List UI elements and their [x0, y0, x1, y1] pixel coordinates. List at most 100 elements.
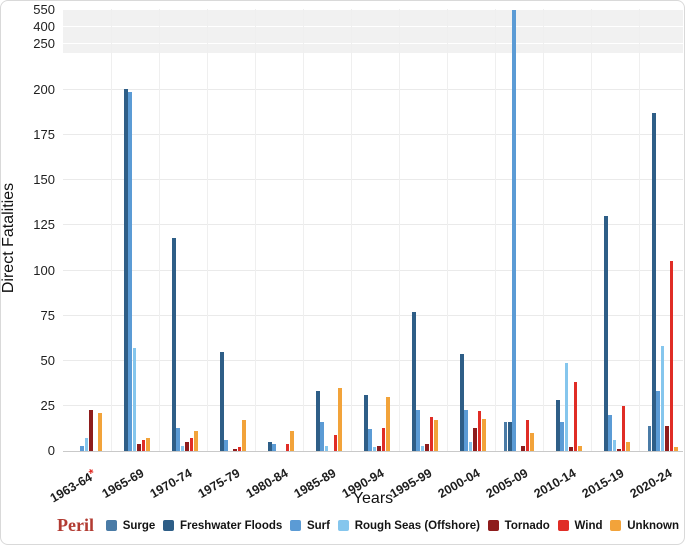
gridline-y-25 — [63, 404, 683, 406]
plot-area — [63, 9, 683, 452]
legend-item-unknown: Unknown — [610, 520, 679, 532]
bar-unknown-1985-89 — [338, 387, 342, 451]
asterisk-marker: * — [86, 466, 98, 481]
bar-tornado-2000-04 — [473, 427, 477, 451]
gridline-x — [447, 9, 448, 451]
gridline-x — [495, 9, 496, 451]
bar-wind-2020-24 — [669, 261, 674, 451]
y-tick-label-25: 25 — [40, 397, 55, 413]
bar-surf-2005-09 — [512, 10, 516, 451]
legend-swatch-icon — [337, 520, 349, 531]
bar-freshwater-floods-2010-14 — [556, 400, 560, 451]
legend-label: Surf — [306, 519, 330, 532]
legend-item-rough-seas-offshore: Rough Seas (Offshore) — [337, 520, 480, 532]
legend-item-wind: Wind — [557, 520, 603, 532]
bar-tornado-1995-99 — [425, 443, 429, 451]
y-tick-label-50: 50 — [40, 352, 55, 368]
legend-title: Peril — [57, 515, 94, 535]
gridline-x — [303, 9, 304, 451]
bar-surf-1965-69 — [128, 91, 132, 451]
bar-tornado-1963-64 — [89, 409, 93, 451]
bar-unknown-2000-04 — [482, 418, 486, 451]
gridline-x — [351, 9, 352, 451]
bar-rough-seas-offshore-2020-24 — [660, 346, 665, 451]
bar-wind-2000-04 — [477, 411, 482, 451]
y-tick-label-400: 400 — [33, 19, 55, 34]
legend-item-tornado: Tornado — [487, 519, 550, 532]
bar-surf-1985-89 — [320, 422, 324, 451]
bar-wind-1985-89 — [333, 434, 338, 451]
legend-label: Unknown — [627, 519, 679, 532]
bar-unknown-1965-69 — [146, 438, 150, 451]
bar-wind-2015-19 — [621, 405, 626, 451]
bar-wind-1965-69 — [141, 440, 146, 451]
bar-surf-1970-74 — [176, 427, 180, 451]
legend-swatch-icon — [487, 520, 499, 531]
bar-freshwater-floods-2020-24 — [652, 113, 656, 451]
bar-rough-seas-offshore-1963-64 — [84, 438, 89, 451]
bar-rough-seas-offshore-1965-69 — [132, 348, 137, 451]
bar-freshwater-floods-2005-09 — [508, 422, 512, 451]
bar-surf-1995-99 — [416, 409, 420, 451]
bar-rough-seas-offshore-1995-99 — [420, 445, 425, 451]
bar-surf-2000-04 — [464, 409, 468, 451]
bar-surf-1975-79 — [224, 440, 228, 451]
bar-freshwater-floods-1995-99 — [412, 312, 416, 451]
bar-rough-seas-offshore-2010-14 — [564, 362, 569, 451]
y-tick-label-200: 200 — [33, 82, 55, 97]
legend-label: Tornado — [504, 519, 550, 532]
bar-tornado-2015-19 — [617, 449, 621, 451]
bar-freshwater-floods-1970-74 — [172, 238, 176, 451]
bar-wind-1990-94 — [381, 427, 386, 451]
gridline-y-50 — [63, 359, 683, 361]
bar-tornado-2020-24 — [665, 425, 669, 451]
bar-wind-2010-14 — [573, 382, 578, 451]
bar-freshwater-floods-1975-79 — [220, 351, 224, 451]
bar-tornado-1990-94 — [377, 445, 381, 451]
legend-swatch-icon — [163, 520, 175, 531]
bar-wind-1970-74 — [189, 438, 194, 451]
bar-freshwater-floods-1990-94 — [364, 395, 368, 451]
y-axis-title: Direct Fatalities — [0, 182, 17, 294]
bar-wind-2005-09 — [525, 420, 530, 451]
gridline-y-125 — [63, 224, 683, 226]
bar-surf-1980-84 — [272, 443, 276, 451]
bar-freshwater-floods-2000-04 — [460, 353, 464, 451]
x-axis-title: Years — [352, 490, 394, 507]
y-tick-label-100: 100 — [33, 262, 55, 278]
gridline-y-175 — [63, 134, 683, 136]
bar-freshwater-floods-1980-84 — [268, 441, 272, 451]
bar-surge-2005-09 — [503, 422, 508, 451]
gridline-x — [255, 9, 256, 451]
bar-unknown-2020-24 — [674, 447, 678, 451]
bar-unknown-2010-14 — [578, 445, 582, 451]
bar-unknown-1995-99 — [434, 420, 438, 451]
legend-label: Surge — [122, 519, 156, 532]
legend-label: Freshwater Floods — [180, 519, 283, 532]
legend-swatch-icon — [557, 520, 569, 531]
gridline-x — [399, 9, 400, 451]
gridline-y-100 — [63, 269, 683, 271]
legend-item-freshwater-floods: Freshwater Floods — [163, 520, 282, 532]
legend: Peril Surge Freshwater Floods Surf Rough Se… — [57, 515, 679, 536]
bar-unknown-2015-19 — [626, 441, 630, 451]
bar-tornado-2010-14 — [569, 447, 573, 451]
bar-unknown-1970-74 — [194, 431, 198, 451]
gridline-y-400 — [63, 26, 683, 27]
bar-unknown-1980-84 — [290, 431, 294, 451]
gridline-x — [111, 9, 112, 451]
y-tick-label-125: 125 — [33, 217, 55, 233]
bar-surge-2020-24 — [647, 425, 652, 451]
bar-freshwater-floods-1985-89 — [316, 391, 320, 451]
legend-swatch-icon — [289, 520, 301, 531]
bar-unknown-1990-94 — [386, 396, 390, 451]
gridline-x — [543, 9, 544, 451]
bar-rough-seas-offshore-1970-74 — [180, 445, 185, 451]
y-tick-label-250: 250 — [33, 36, 55, 51]
gridline-x — [159, 9, 160, 451]
legend-swatch-icon — [610, 520, 622, 531]
y-tick-label-175: 175 — [33, 127, 55, 143]
bar-wind-1980-84 — [285, 443, 290, 451]
bar-unknown-1963-64 — [98, 413, 102, 451]
